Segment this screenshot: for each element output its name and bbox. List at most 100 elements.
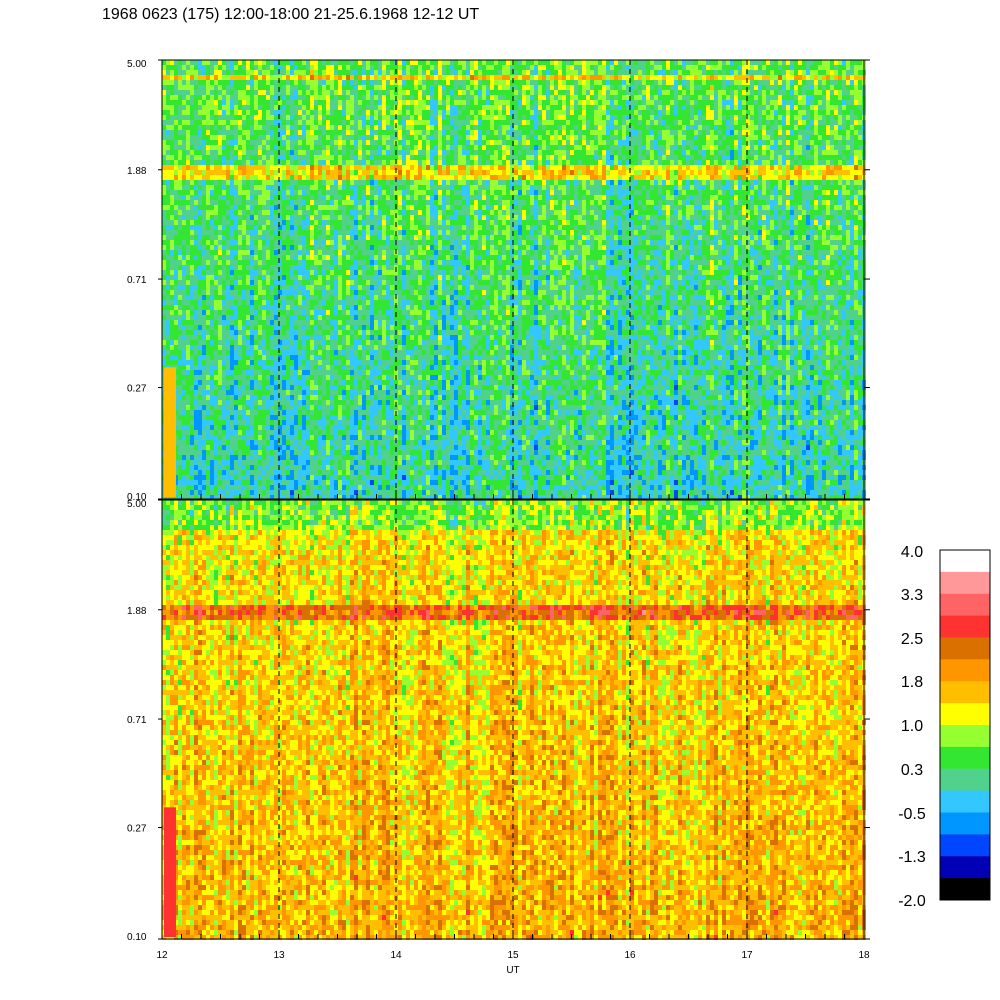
heatmap-cell [234, 320, 238, 325]
heatmap-cell [250, 150, 254, 155]
heatmap-cell [254, 225, 258, 230]
heatmap-cell [162, 290, 166, 295]
heatmap-cell [258, 140, 262, 145]
heatmap-cell [190, 445, 194, 450]
heatmap-cell [238, 210, 242, 215]
heatmap-cell [214, 360, 218, 365]
heatmap-cell [298, 345, 302, 350]
heatmap-cell [298, 245, 302, 250]
heatmap-cell [194, 255, 198, 260]
heatmap-cell [214, 165, 218, 170]
heatmap-cell [242, 365, 246, 370]
heatmap-cell [270, 235, 274, 240]
heatmap-cell [206, 185, 210, 190]
heatmap-cell [206, 350, 210, 355]
heatmap-cell [226, 255, 230, 260]
heatmap-cell [270, 335, 274, 340]
heatmap-cell [234, 115, 238, 120]
heatmap-cell [206, 150, 210, 155]
heatmap-cell [230, 210, 234, 215]
heatmap-cell [178, 170, 182, 175]
heatmap-cell [174, 75, 178, 80]
heatmap-cell [266, 205, 270, 210]
heatmap-cell [222, 480, 226, 485]
heatmap-cell [254, 445, 258, 450]
heatmap-cell [174, 120, 178, 125]
heatmap-cell [190, 375, 194, 380]
heatmap-cell [178, 155, 182, 160]
heatmap-cell [290, 485, 294, 490]
heatmap-cell [222, 340, 226, 345]
heatmap-cell [202, 385, 206, 390]
heatmap-cell [222, 225, 226, 230]
heatmap-cell [222, 360, 226, 365]
heatmap-cell [298, 215, 302, 220]
heatmap-cell [182, 445, 186, 450]
heatmap-cell [254, 110, 258, 115]
heatmap-cell [230, 160, 234, 165]
heatmap-cell [202, 300, 206, 305]
heatmap-cell [290, 165, 294, 170]
heatmap-cell [162, 215, 166, 220]
heatmap-cell [294, 270, 298, 275]
heatmap-cell [166, 130, 170, 135]
heatmap-cell [218, 385, 222, 390]
heatmap-cell [194, 385, 198, 390]
heatmap-cell [194, 310, 198, 315]
heatmap-cell [270, 65, 274, 70]
heatmap-cell [174, 185, 178, 190]
heatmap-cell [174, 175, 178, 180]
heatmap-cell [250, 120, 254, 125]
heatmap-cell [250, 455, 254, 460]
heatmap-cell [170, 190, 174, 195]
heatmap-cell [302, 145, 306, 150]
heatmap-cell [290, 460, 294, 465]
heatmap-cell [298, 480, 302, 485]
heatmap-cell [274, 140, 278, 145]
heatmap-cell [190, 270, 194, 275]
heatmap-cell [170, 270, 174, 275]
heatmap-cell [166, 305, 170, 310]
heatmap-cell [250, 380, 254, 385]
heatmap-cell [218, 235, 222, 240]
heatmap-cell [186, 65, 190, 70]
heatmap-cell [210, 190, 214, 195]
heatmap-cell [198, 420, 202, 425]
heatmap-cell [186, 345, 190, 350]
heatmap-cell [186, 275, 190, 280]
heatmap-cell [254, 475, 258, 480]
heatmap-cell [298, 135, 302, 140]
heatmap-cell [282, 185, 286, 190]
heatmap-cell [270, 240, 274, 245]
heatmap-cell [194, 490, 198, 495]
heatmap-cell [290, 240, 294, 245]
heatmap-cell [190, 415, 194, 420]
heatmap-cell [194, 485, 198, 490]
heatmap-cell [262, 200, 266, 205]
heatmap-cell [214, 390, 218, 395]
heatmap-cell [206, 445, 210, 450]
heatmap-cell [302, 65, 306, 70]
heatmap-cell [210, 110, 214, 115]
heatmap-cell [258, 285, 262, 290]
heatmap-cell [226, 385, 230, 390]
heatmap-cell [178, 405, 182, 410]
heatmap-cell [222, 475, 226, 480]
heatmap-cell [266, 220, 270, 225]
heatmap-cell [242, 455, 246, 460]
heatmap-cell [230, 120, 234, 125]
heatmap-cell [290, 215, 294, 220]
heatmap-cell [234, 110, 238, 115]
heatmap-cell [242, 420, 246, 425]
heatmap-cell [226, 405, 230, 410]
heatmap-cell [222, 150, 226, 155]
heatmap-cell [214, 85, 218, 90]
heatmap-cell [290, 170, 294, 175]
heatmap-cell [242, 115, 246, 120]
heatmap-cell [266, 260, 270, 265]
heatmap-cell [242, 135, 246, 140]
heatmap-cell [298, 405, 302, 410]
heatmap-cell [194, 460, 198, 465]
heatmap-cell [266, 135, 270, 140]
